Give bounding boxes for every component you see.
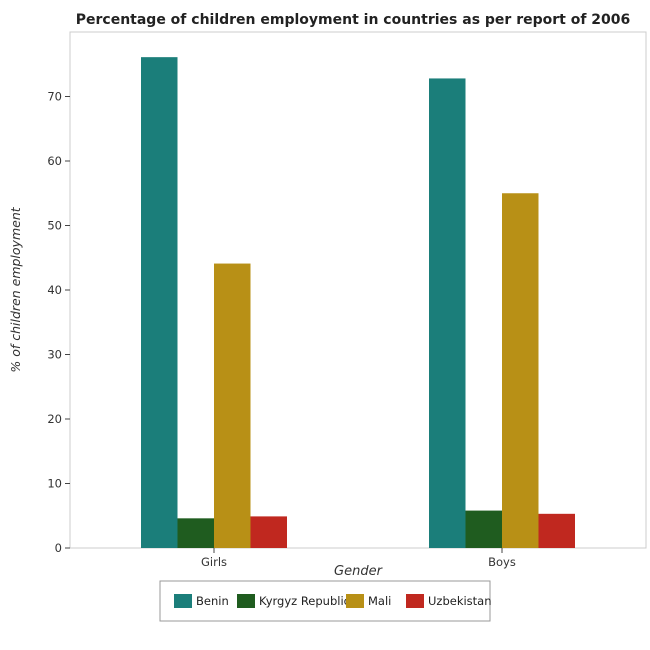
legend-swatch (406, 594, 424, 608)
bar-benin-boys (429, 78, 466, 548)
y-tick-label: 20 (47, 412, 62, 426)
bar-kyrgyz-republic-girls (177, 518, 214, 548)
legend-item-benin: Benin (174, 594, 229, 608)
bars (141, 57, 575, 548)
x-tick-label: Girls (201, 555, 227, 569)
legend-label: Kyrgyz Republic (259, 594, 350, 608)
legend-label: Benin (196, 594, 229, 608)
bar-uzbekistan-boys (538, 513, 575, 548)
y-tick-label: 0 (55, 541, 62, 555)
chart-title: Percentage of children employment in cou… (76, 12, 631, 28)
legend: Benin Kyrgyz Republic Mali Uzbekistan (159, 580, 492, 622)
x-tick-label: Boys (488, 555, 516, 569)
y-tick-label: 50 (47, 219, 62, 233)
legend-label: Mali (368, 594, 391, 608)
x-axis-label: Gender (334, 564, 384, 579)
y-tick-label: 10 (47, 477, 62, 491)
bar-uzbekistan-girls (250, 516, 287, 548)
legend-swatch (346, 594, 364, 608)
legend-label: Uzbekistan (428, 594, 492, 608)
y-tick-label: 30 (47, 348, 62, 362)
legend-box (159, 580, 491, 622)
y-axis-label: % of children employment (8, 206, 23, 372)
y-axis: 0 10 20 30 40 50 60 70 (47, 90, 70, 555)
y-tick-label: 40 (47, 283, 62, 297)
y-tick-label: 60 (47, 154, 62, 168)
bar-mali-boys (502, 193, 539, 548)
legend-swatch (174, 594, 192, 608)
x-axis: Girls Boys (201, 548, 516, 569)
bar-mali-girls (214, 263, 251, 548)
legend-item-kyrgyz-republic: Kyrgyz Republic (237, 594, 350, 608)
bar-kyrgyz-republic-boys (465, 510, 502, 548)
legend-swatch (237, 594, 255, 608)
y-tick-label: 70 (47, 90, 62, 104)
legend-item-uzbekistan: Uzbekistan (406, 594, 492, 608)
bar-benin-girls (141, 57, 178, 548)
legend-item-mali: Mali (346, 594, 391, 608)
